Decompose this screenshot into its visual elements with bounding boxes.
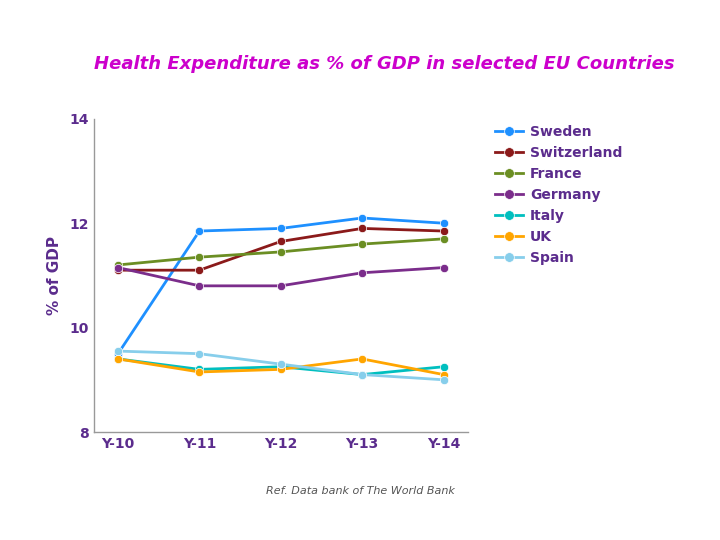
Legend: Sweden, Switzerland, France, Germany, Italy, UK, Spain: Sweden, Switzerland, France, Germany, It… xyxy=(490,119,628,270)
Text: Health Expenditure as % of GDP in selected EU Countries: Health Expenditure as % of GDP in select… xyxy=(94,55,674,73)
Text: Ref. Data bank of The World Bank: Ref. Data bank of The World Bank xyxy=(266,487,454,496)
Y-axis label: % of GDP: % of GDP xyxy=(48,236,63,315)
